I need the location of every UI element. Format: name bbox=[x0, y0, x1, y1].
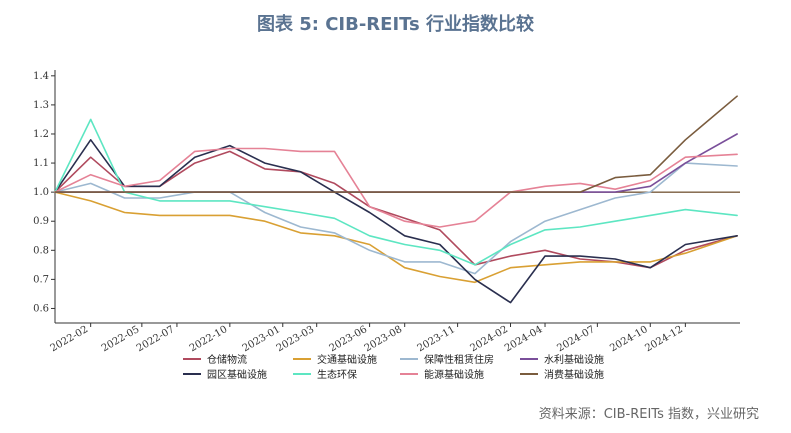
y-tick-label: 0.6 bbox=[33, 303, 49, 314]
series-line-5 bbox=[54, 139, 738, 304]
y-tick-label: 0.8 bbox=[33, 245, 49, 256]
legend-label: 园区基础设施 bbox=[207, 368, 267, 381]
y-tick-label: 1.4 bbox=[33, 71, 49, 82]
chart-title: 图表 5: CIB-REITs 行业指数比较 bbox=[256, 14, 535, 35]
x-tick-label: 2022-05 bbox=[100, 324, 141, 354]
series-line-3 bbox=[54, 162, 738, 275]
legend-label: 消费基础设施 bbox=[544, 368, 604, 381]
source-note: 资料来源：CIB-REITs 指数，兴业研究 bbox=[538, 407, 759, 422]
series-line-4 bbox=[54, 133, 738, 193]
series-line-8 bbox=[54, 95, 738, 193]
y-tick-label: 1.3 bbox=[33, 100, 49, 111]
legend-label: 能源基础设施 bbox=[424, 368, 484, 381]
y-tick-label: 1.1 bbox=[33, 158, 49, 169]
legend-label: 水利基础设施 bbox=[544, 353, 604, 366]
x-tick-label: 2024-07 bbox=[555, 324, 596, 354]
legend-label: 保障性租赁住房 bbox=[424, 353, 494, 366]
series-line-6 bbox=[54, 118, 738, 266]
series-line-7 bbox=[54, 147, 738, 228]
series-line-2 bbox=[54, 191, 738, 284]
y-tick-label: 0.9 bbox=[33, 216, 49, 227]
y-tick-label: 1.0 bbox=[33, 187, 49, 198]
x-tick-label: 2022-10 bbox=[188, 324, 229, 354]
x-tick-label: 2022-02 bbox=[49, 324, 90, 354]
x-tick-label: 2024-04 bbox=[503, 324, 544, 354]
legend-label: 生态环保 bbox=[317, 368, 357, 381]
x-tick-label: 2024-12 bbox=[643, 324, 684, 354]
legend-label: 仓储物流 bbox=[207, 353, 247, 366]
line-chart: 0.6 0.7 0.8 0.9 1.0 1.1 1.2 1.3 1.4 2022-02 2022-0… bbox=[33, 70, 740, 381]
y-tick-label: 0.7 bbox=[33, 274, 49, 285]
y-tick-label: 1.2 bbox=[33, 129, 49, 140]
x-tick-label: 2024-02 bbox=[469, 324, 510, 354]
x-tick-label: 2022-07 bbox=[135, 324, 176, 354]
x-tick-label: 2023-08 bbox=[363, 324, 404, 354]
x-tick-label: 2024-10 bbox=[608, 324, 649, 354]
x-tick-label: 2023-01 bbox=[241, 324, 282, 354]
x-tick-label: 2023-03 bbox=[275, 324, 316, 354]
series-line-1 bbox=[54, 150, 738, 269]
x-tick-label: 2023-06 bbox=[328, 324, 369, 354]
legend-label: 交通基础设施 bbox=[317, 353, 377, 366]
x-tick-label: 2023-11 bbox=[416, 324, 457, 354]
